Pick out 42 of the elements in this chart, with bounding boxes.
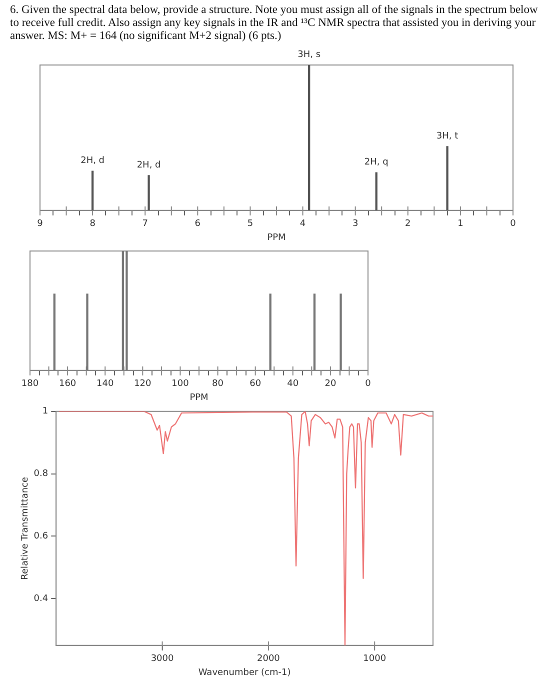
x-tick-label: 4 [300,219,306,230]
annotation: 2H, d [80,156,105,166]
x-tick-label: 80 [212,379,224,390]
x-tick-label: 40 [287,379,299,390]
bar [91,170,94,210]
annotation: 2H, d [136,160,161,170]
x-tick-label: 5 [247,219,254,230]
x-tick-label: 2 [405,219,411,230]
y-tick-label: 0.8 [34,469,48,480]
y-tick-label: 1 [42,406,48,417]
x-tick-label: 100 [172,379,190,390]
x-tick-label: 0 [510,219,516,230]
y-tick-label: 0.6 [34,532,48,542]
x-tick-label: 1000 [363,654,386,664]
annotation: 2H, q [364,157,388,168]
bar [308,65,310,210]
bar [375,172,378,210]
x-tick-label: 8 [90,219,96,230]
x-tick-label: 1 [458,219,464,230]
x-tick-label: 60 [250,379,262,390]
x-tick-label: 120 [134,379,152,390]
x-axis-title: PPM [267,232,286,243]
x-axis-title: Wavenumber (cm-1) [198,668,291,678]
x-tick-label: 7 [142,219,148,230]
x-tick-label: 180 [21,379,39,390]
x-tick-label: 20 [324,379,336,390]
y-axis-title: Relative Transmittance [20,476,31,580]
annotation: 3H, s [298,50,321,60]
chart-title: 6. Given the spectral data below, provide a structure. Note you must assign all of the signals in the spectrum below to receive full credit. Also assign any key signals in the IR and ¹³C NMR spectra that assisted you in deriving your answer. MS: M+ = 164 (no significant M+2 signal) (6 pts.) [9,3,539,43]
x-tick-label: 6 [194,219,201,230]
bar [446,146,448,210]
annotation: 3H, t [436,131,459,142]
bar [148,175,150,210]
x-tick-label: 2000 [256,654,280,664]
x-tick-label: 0 [365,379,372,390]
x-tick-label: 160 [58,379,76,390]
x-tick-label: 3 [352,219,358,230]
x-tick-label: 140 [96,379,114,390]
x-tick-label: 3000 [150,654,174,664]
y-tick-label: 0.4 [34,594,48,604]
x-axis-title: PPM [190,392,208,403]
x-tick-label: 9 [37,219,44,230]
